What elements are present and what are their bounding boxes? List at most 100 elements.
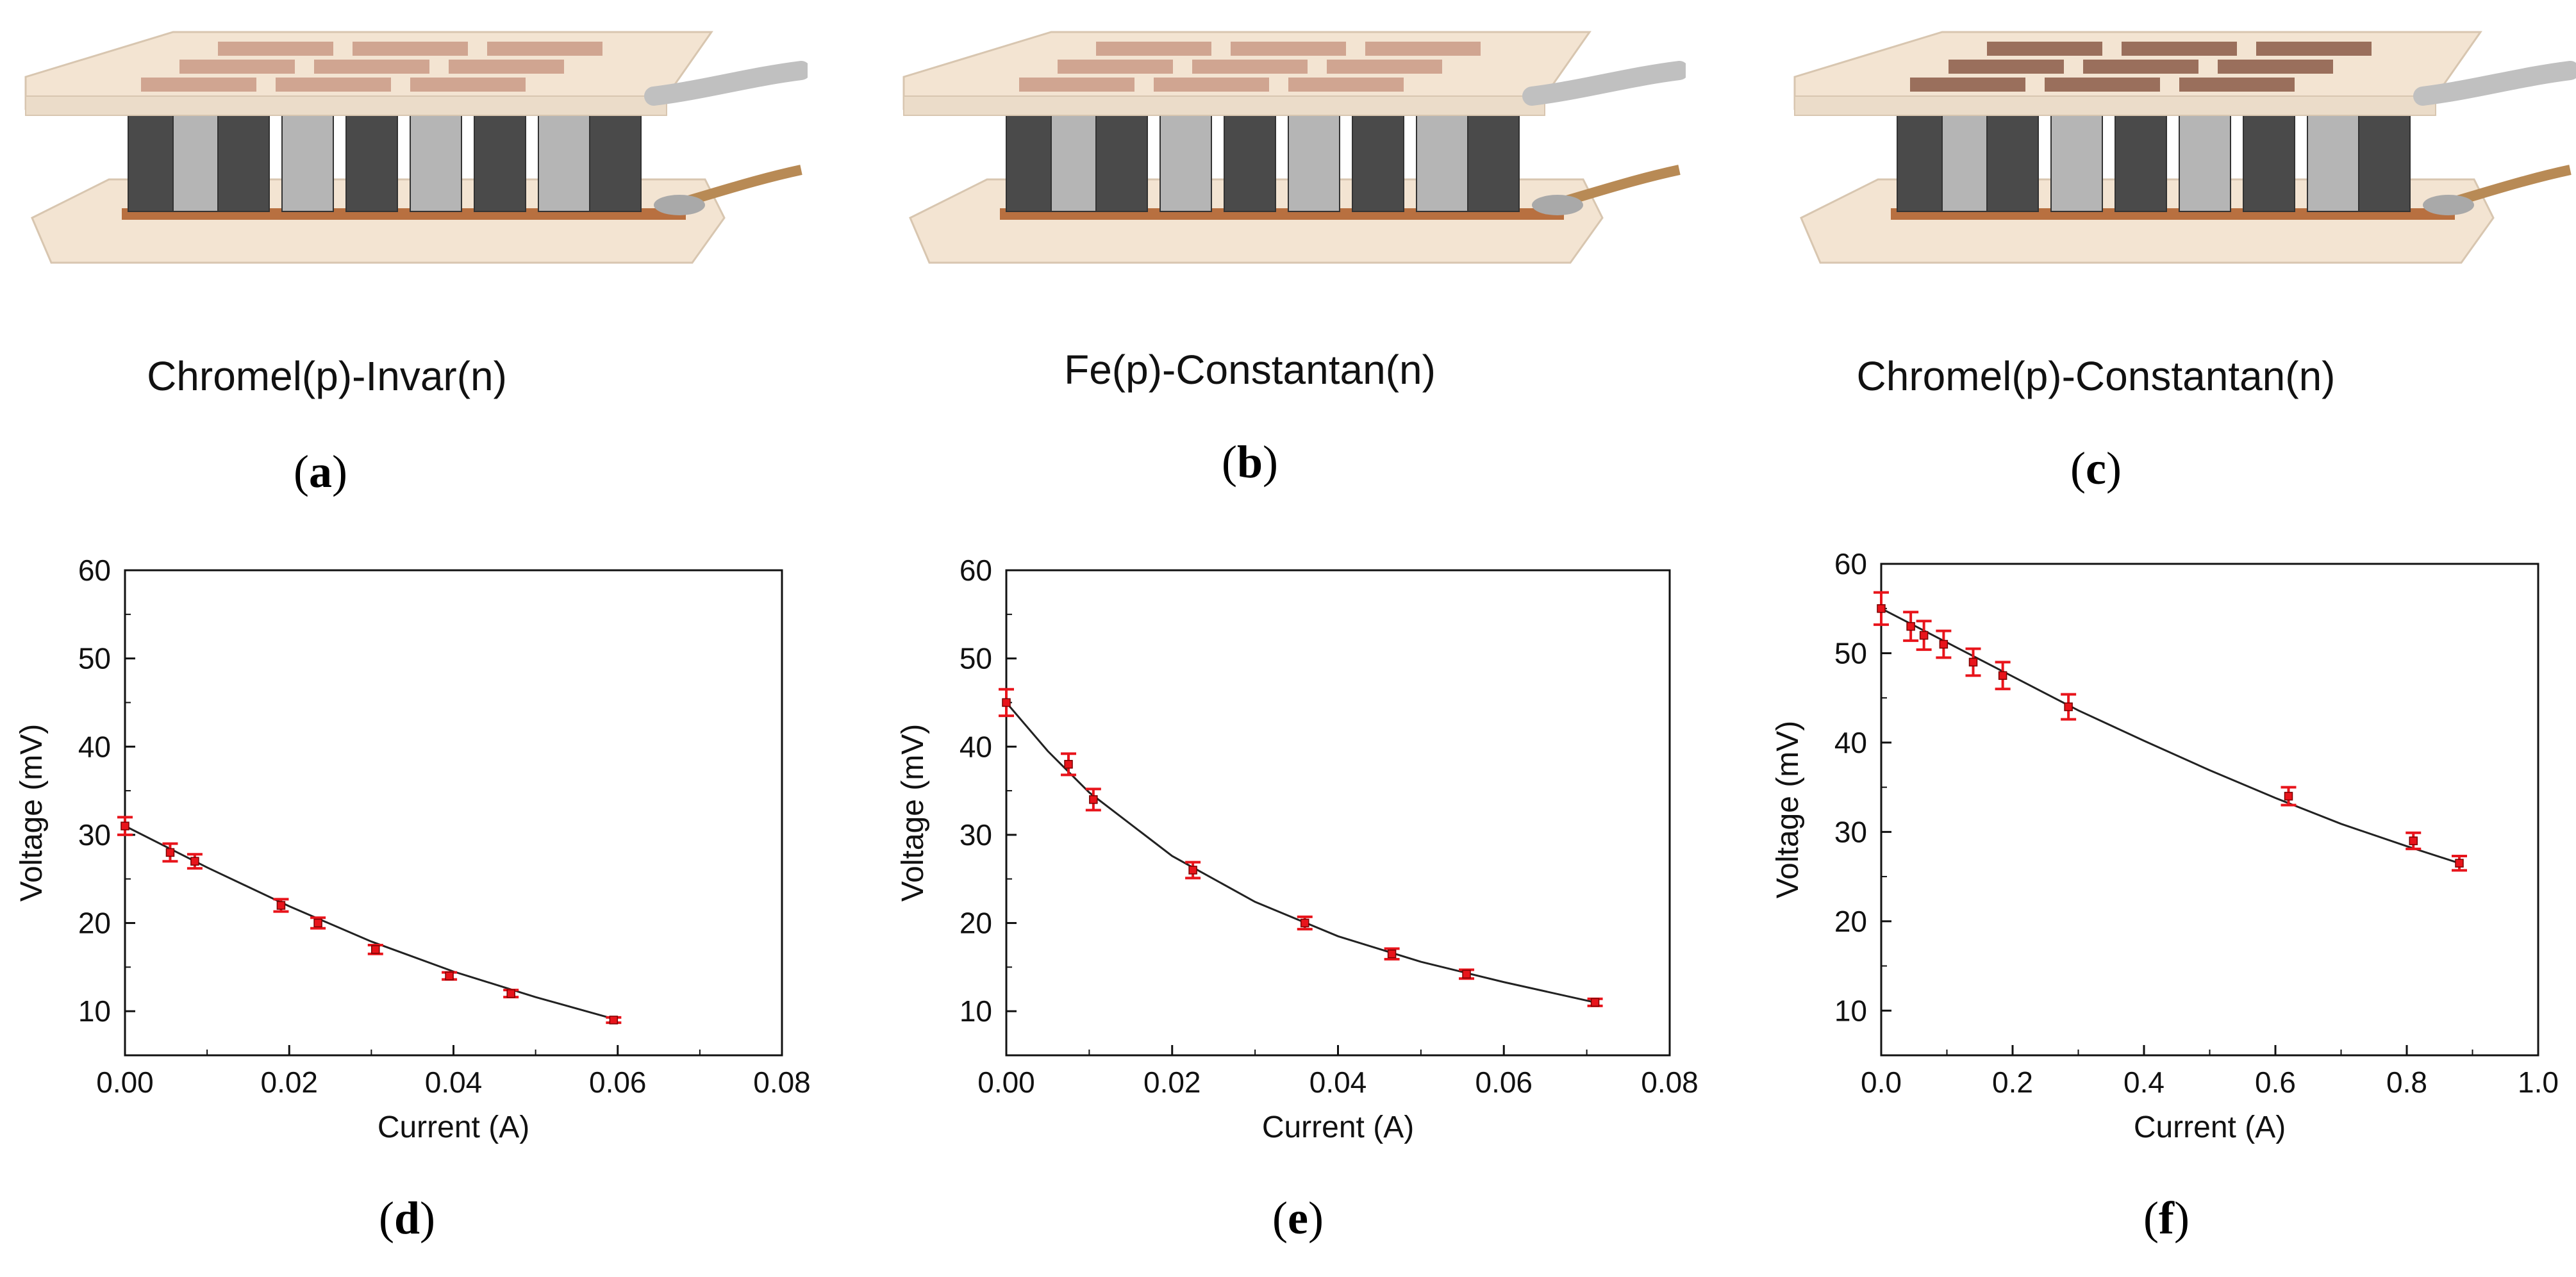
data-point xyxy=(371,945,380,954)
x-tick-label: 0.00 xyxy=(977,1066,1035,1099)
solder-joint xyxy=(654,195,705,215)
y-tick-label: 30 xyxy=(960,818,992,852)
x-tick-label: 0.2 xyxy=(1992,1066,2033,1099)
top-plate-edge xyxy=(25,95,667,116)
y-tick-label: 60 xyxy=(960,554,992,587)
contact-pad xyxy=(1096,42,1211,56)
contact-pad xyxy=(449,60,564,74)
data-point xyxy=(1968,657,1978,667)
fit-curve xyxy=(124,825,619,1021)
y-tick-label: 30 xyxy=(1834,815,1867,848)
y-axis-title: Voltage (mV) xyxy=(1771,721,1805,898)
contact-pad xyxy=(1365,42,1481,56)
photo-panel-a: Chromel(p)-Invar(n) (a) xyxy=(13,19,808,506)
contact-pad xyxy=(353,42,468,56)
data-point xyxy=(1188,866,1197,875)
thermoelement-leg xyxy=(1006,115,1058,212)
y-tick-label: 20 xyxy=(1834,905,1867,938)
contact-pad xyxy=(141,78,256,92)
solder-joint xyxy=(1532,195,1583,215)
data-point xyxy=(1002,698,1011,707)
thermoelement-leg xyxy=(1159,115,1212,212)
y-tick-label: 50 xyxy=(960,642,992,675)
contact-pad xyxy=(2218,60,2333,74)
data-point xyxy=(1877,604,1886,613)
contact-pad xyxy=(2083,60,2198,74)
data-point xyxy=(1939,639,1949,649)
thermoelement-leg xyxy=(474,115,526,212)
thermoelement-leg xyxy=(1986,115,2039,212)
x-tick-label: 1.0 xyxy=(2518,1066,2559,1099)
data-point xyxy=(1906,622,1915,631)
y-tick-label: 40 xyxy=(1834,726,1867,759)
contact-pad xyxy=(410,78,526,92)
fit-curve xyxy=(1881,607,2460,864)
lead-wire-top xyxy=(2413,61,2576,106)
plot-frame xyxy=(124,569,783,1057)
data-point xyxy=(1089,795,1098,804)
data-point xyxy=(1590,998,1600,1007)
module-photo-c xyxy=(1793,31,2576,264)
data-point xyxy=(609,1016,619,1025)
thermoelement-leg xyxy=(345,115,398,212)
data-point xyxy=(276,901,286,910)
contact-pad xyxy=(314,60,429,74)
thermoelement-leg xyxy=(589,115,642,212)
y-tick-label: 50 xyxy=(1834,636,1867,670)
x-axis-title: Current (A) xyxy=(378,1110,529,1144)
x-tick-label: 0.4 xyxy=(2123,1066,2165,1099)
y-tick-label: 10 xyxy=(1834,994,1867,1027)
thermoelement-leg xyxy=(1051,115,1103,212)
contact-pad xyxy=(2179,78,2295,92)
contact-pad xyxy=(1949,60,2064,74)
contact-pad xyxy=(1231,42,1346,56)
data-point xyxy=(313,918,322,928)
plot-frame xyxy=(1005,569,1671,1057)
contact-pad xyxy=(179,60,295,74)
photo-caption-c: Chromel(p)-Constantan(n) xyxy=(1856,353,2336,399)
y-axis-title: Voltage (mV) xyxy=(896,724,930,902)
y-tick-label: 40 xyxy=(78,730,111,763)
thermoelement-leg xyxy=(1467,115,1520,212)
thermoelement-leg xyxy=(1416,115,1468,212)
y-tick-label: 30 xyxy=(78,818,111,852)
y-tick-label: 20 xyxy=(960,907,992,940)
data-point xyxy=(506,989,515,998)
y-axis-title: Voltage (mV) xyxy=(15,724,49,902)
x-tick-label: 0.06 xyxy=(589,1066,647,1099)
photo-panel-b: Fe(p)-Constantan(n) (b) xyxy=(891,19,1686,506)
x-tick-label: 0.8 xyxy=(2386,1066,2427,1099)
lead-wire-top xyxy=(644,61,808,106)
contact-pad xyxy=(1288,78,1404,92)
solder-joint xyxy=(2423,195,2474,215)
y-tick-label: 10 xyxy=(78,994,111,1028)
data-point xyxy=(445,971,454,980)
x-tick-label: 0.02 xyxy=(1143,1066,1201,1099)
x-tick-label: 0.04 xyxy=(425,1066,483,1099)
panel-label-f: (f) xyxy=(2143,1192,2190,1244)
x-tick-label: 0.04 xyxy=(1309,1066,1367,1099)
y-tick-label: 20 xyxy=(78,907,111,940)
x-axis-title: Current (A) xyxy=(1262,1110,1414,1144)
contact-pad xyxy=(1154,78,1269,92)
photo-panel-c: Chromel(p)-Constantan(n) (c) xyxy=(1782,19,2576,506)
thermoelement-leg xyxy=(410,115,462,212)
data-point xyxy=(1300,918,1309,928)
contact-pad xyxy=(1910,78,2025,92)
x-tick-label: 0.00 xyxy=(96,1066,154,1099)
thermoelement-leg xyxy=(128,115,180,212)
contact-pad xyxy=(2256,42,2372,56)
x-axis-title: Current (A) xyxy=(2134,1110,2286,1144)
contact-pad xyxy=(218,42,333,56)
y-tick-label: 50 xyxy=(78,642,111,675)
data-point xyxy=(2455,859,2464,868)
data-point xyxy=(2064,702,2073,711)
data-point xyxy=(2284,791,2293,801)
x-tick-label: 0.6 xyxy=(2255,1066,2296,1099)
x-tick-label: 0.02 xyxy=(260,1066,318,1099)
panel-label-d: (d) xyxy=(378,1192,435,1244)
panel-label-c: (c) xyxy=(2070,443,2122,494)
photo-caption-b: Fe(p)-Constantan(n) xyxy=(1064,347,1436,393)
lead-wire-top xyxy=(1522,61,1686,106)
